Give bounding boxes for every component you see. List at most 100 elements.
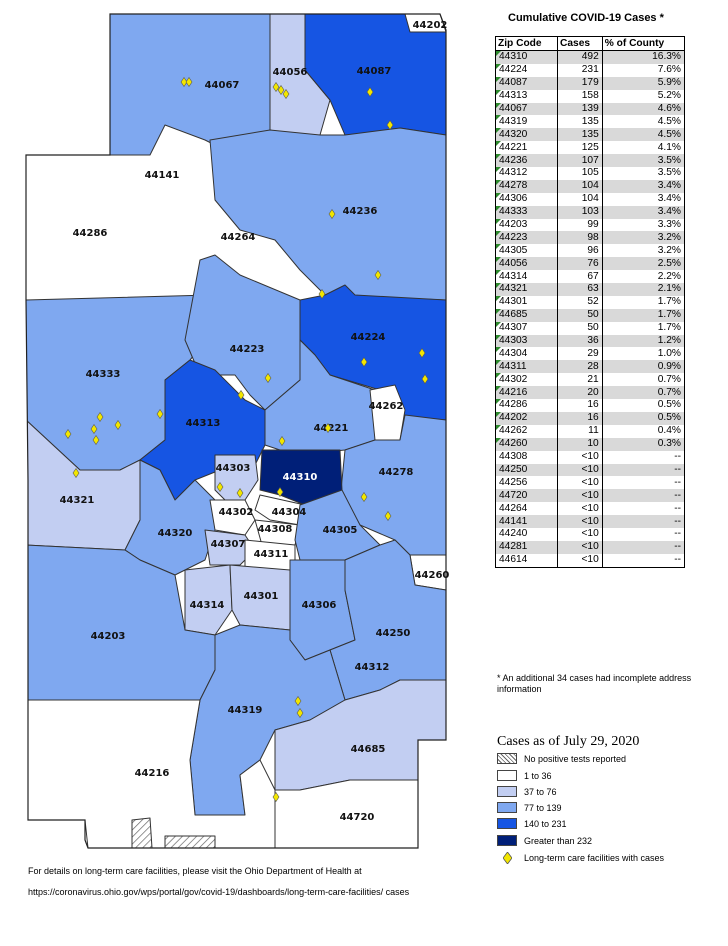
zip-code: 44303 <box>499 335 528 347</box>
legend-swatch <box>497 835 517 846</box>
zip-region-44202 <box>404 14 446 33</box>
table-row: 44278 104 3.4% <box>494 179 686 193</box>
zip-cell: 44333 <box>494 205 559 219</box>
table-row: 44321 63 2.1% <box>494 283 686 296</box>
pct-cell: -- <box>601 463 686 477</box>
cases-cell: 125 <box>557 141 603 155</box>
cases-cell: 36 <box>557 334 603 348</box>
cell-marker-icon <box>496 386 501 392</box>
cell-marker-icon <box>496 437 501 443</box>
zip-code: 44203 <box>499 219 528 231</box>
zip-cell: 44311 <box>494 360 559 374</box>
pct-cell: -- <box>601 527 686 541</box>
zip-code: 44321 <box>499 283 528 295</box>
zip-cell: 44321 <box>494 283 559 296</box>
zip-code: 44311 <box>499 360 527 372</box>
cases-cell: 492 <box>557 50 603 64</box>
cases-cell: 104 <box>557 179 603 193</box>
table-row: 44216 20 0.7% <box>494 386 686 400</box>
cell-marker-icon <box>496 167 501 173</box>
cases-cell: 67 <box>557 270 603 284</box>
zip-code: 44313 <box>499 90 528 102</box>
zip-label-44087: 44087 <box>357 66 392 77</box>
zip-code: 44301 <box>499 296 528 308</box>
zip-cell: 44319 <box>494 115 559 129</box>
facility-diamond <box>156 408 164 420</box>
pct-cell: 4.5% <box>601 115 686 129</box>
pct-cell: 3.5% <box>601 167 686 180</box>
pct-cell: 4.1% <box>601 141 686 155</box>
zip-cell: 44262 <box>494 424 559 438</box>
pct-cell: 0.7% <box>601 373 686 387</box>
table-row: 44202 16 0.5% <box>494 411 686 425</box>
legend-label: No positive tests reported <box>524 754 627 764</box>
facility-diamond <box>72 467 80 479</box>
zip-cell: 44306 <box>494 192 559 206</box>
table-footnote: * An additional 34 cases had incomplete … <box>497 673 692 694</box>
table-row: 44067 139 4.6% <box>494 102 686 116</box>
zip-code: 44312 <box>499 167 528 179</box>
zip-label-44236: 44236 <box>343 206 378 217</box>
pct-cell: -- <box>601 553 686 568</box>
legend-swatch <box>497 770 517 781</box>
cell-marker-icon <box>496 115 501 121</box>
facility-diamond <box>92 434 100 446</box>
table-row: 44056 76 2.5% <box>494 257 686 271</box>
pct-cell: 1.2% <box>601 334 686 348</box>
zip-code: 44319 <box>499 115 528 127</box>
col-cases-header: Cases <box>557 36 603 51</box>
table-row: 44311 28 0.9% <box>494 360 686 374</box>
zip-cell: 44307 <box>494 321 559 335</box>
facility-diamond <box>282 88 290 100</box>
cases-cell: 76 <box>557 257 603 271</box>
cases-cell: 11 <box>557 424 603 438</box>
zip-code: 44056 <box>499 257 528 269</box>
pct-cell: 0.5% <box>601 411 686 425</box>
facility-diamond <box>276 486 284 498</box>
zip-cell: 44281 <box>494 540 559 554</box>
zip-label-44307: 44307 <box>211 539 246 550</box>
zip-cell: 44203 <box>494 218 559 232</box>
zip-label-44141: 44141 <box>145 170 180 181</box>
legend-label: Long-term care facilities with cases <box>524 853 665 863</box>
cases-cell: 29 <box>557 347 603 361</box>
zip-label-44250: 44250 <box>376 628 411 639</box>
table-row: 44319 135 4.5% <box>494 115 686 129</box>
zip-code: 44223 <box>499 231 528 243</box>
zip-cell: 44303 <box>494 334 559 348</box>
cases-cell: 98 <box>557 231 603 245</box>
pct-cell: 1.0% <box>601 347 686 361</box>
zip-code: 44278 <box>499 180 528 192</box>
zip-cell: 44250 <box>494 463 559 477</box>
zip-cell: 44240 <box>494 527 559 541</box>
zip-cell: 44260 <box>494 437 559 451</box>
table-row: 44313 158 5.2% <box>494 89 686 103</box>
zip-code: 44256 <box>499 476 528 488</box>
zip-cell: 44301 <box>494 295 559 309</box>
zip-code: 44260 <box>499 438 528 450</box>
pct-cell: 2.1% <box>601 283 686 296</box>
cases-cell: <10 <box>557 476 603 490</box>
table-row: 44240 <10 -- <box>494 527 686 541</box>
no-tests-area-1 <box>131 817 153 848</box>
zip-code: 44308 <box>499 451 528 463</box>
zip-code: 44216 <box>499 386 528 398</box>
facility-diamond <box>384 510 392 522</box>
cell-marker-icon <box>496 76 501 82</box>
cell-marker-icon <box>496 308 501 314</box>
zip-label-44312: 44312 <box>355 662 390 673</box>
zip-cell: 44141 <box>494 515 559 528</box>
zip-cell: 44236 <box>494 154 559 168</box>
cell-marker-icon <box>496 192 501 198</box>
facility-diamond <box>324 422 332 434</box>
zip-code: 44141 <box>499 515 528 527</box>
facility-diamond <box>96 411 104 423</box>
cases-cell: 107 <box>557 154 603 168</box>
cases-cell: 103 <box>557 205 603 219</box>
zip-label-44333: 44333 <box>86 369 121 380</box>
cell-marker-icon <box>496 244 501 250</box>
table-row: 44236 107 3.5% <box>494 154 686 168</box>
zip-cell: 44223 <box>494 231 559 245</box>
facility-diamond <box>418 347 426 359</box>
cases-cell: 16 <box>557 399 603 412</box>
